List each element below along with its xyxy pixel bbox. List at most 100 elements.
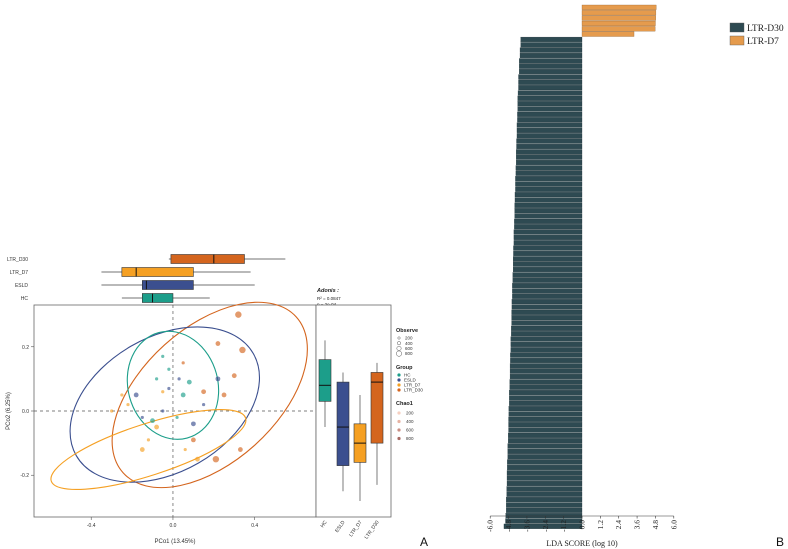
scatter-point: [215, 341, 221, 346]
legend-group-label: HC: [404, 373, 411, 378]
adonis-p: p = 2e-04: [317, 302, 337, 307]
scatter-point: [221, 392, 227, 398]
lda-bar-ltr-d30: [514, 192, 583, 198]
lda-bar-ltr-d30: [514, 208, 583, 214]
lda-bar-ltr-d30: [507, 443, 583, 449]
box-ltr-d7: [121, 267, 194, 277]
lda-bar-ltr-d30: [516, 154, 583, 160]
pcoa-side-boxplot: HC ESLD LTR_D7 LTR_D30: [318, 340, 384, 540]
lda-bar-ltr-d30: [505, 513, 583, 519]
scatter-point: [154, 424, 160, 430]
lda-x-tick-label: 6.0: [669, 520, 678, 530]
legend-group-symbol: [397, 383, 401, 387]
legend-chao1-symbol: [397, 428, 401, 432]
legend-observe-label: 200: [405, 336, 413, 341]
lda-bar-ltr-d30: [509, 395, 583, 401]
lda-bar-ltr-d30: [506, 486, 583, 492]
box-group-label: ESLD: [15, 283, 28, 289]
lda-bar-ltr-d30: [509, 379, 583, 385]
x-tick-label: 0.4: [251, 523, 258, 529]
lda-bar-ltr-d30: [507, 464, 583, 471]
lda-bar-ltr-d30: [512, 293, 583, 299]
lda-bar-ltr-d30: [512, 288, 583, 294]
lda-bar-ltr-d30: [515, 186, 583, 192]
lda-bar-ltr-d30: [505, 518, 583, 524]
scatter-point: [140, 415, 144, 420]
legend-observe-symbol: [396, 345, 402, 351]
lda-bar-ltr-d30: [512, 272, 583, 278]
lda-x-tick-label: -6.0: [486, 520, 495, 532]
lda-bar-ltr-d30: [511, 331, 583, 337]
legend-chao1-title: Chao1: [396, 401, 413, 407]
scatter-point: [186, 379, 192, 385]
scatter-point: [215, 376, 221, 382]
scatter-point: [212, 455, 220, 463]
lda-bar-ltr-d30: [507, 454, 583, 460]
lda-bar-ltr-d30: [509, 368, 583, 374]
scatter-point: [202, 402, 206, 407]
lda-x-tick-label: 4.8: [651, 520, 660, 530]
lda-bar-ltr-d30: [518, 79, 583, 85]
lda-bar-ltr-d30: [514, 197, 583, 203]
scatter-point: [146, 438, 151, 442]
x-axis-label: PCo1 (13.45%): [154, 539, 195, 545]
confidence-ellipse-ltr-d30: [111, 301, 308, 489]
lda-bar-ltr-d30: [517, 117, 583, 123]
lda-bar-ltr-d30: [513, 261, 583, 267]
scatter-point: [177, 377, 181, 381]
y-tick-label: 0.2: [22, 345, 29, 351]
legend-observe-label: 400: [405, 341, 413, 346]
scatter-point: [120, 393, 124, 397]
scatter-point: [190, 421, 196, 427]
confidence-ellipse-esld: [69, 326, 261, 483]
confidence-ellipse-hc: [126, 330, 220, 440]
lda-bar-ltr-d30: [508, 438, 583, 444]
adonis-r2: R² = 0.0847: [317, 296, 341, 301]
lda-bar-ltr-d30: [513, 256, 583, 262]
lda-bar-ltr-d30: [519, 47, 583, 53]
scatter-point: [180, 392, 186, 398]
legend-chao1-label: 600: [406, 428, 414, 433]
lda-bar-ltr-d30: [510, 352, 583, 358]
scatter-point: [161, 354, 165, 358]
adonis-title: Adonis :: [316, 288, 339, 294]
lda-bar-ltr-d30: [517, 90, 583, 96]
lda-bar-ltr-d30: [511, 315, 583, 321]
scatter-point: [155, 377, 159, 381]
scatter-point: [195, 456, 200, 462]
lda-bar-ltr-d7: [581, 26, 656, 32]
lda-bar-ltr-d30: [509, 363, 583, 369]
lda-bar-ltr-d30: [513, 245, 583, 251]
lda-bar-ltr-d30: [516, 122, 583, 128]
lda-bar-ltr-d30: [519, 63, 583, 69]
box-hc: [318, 359, 332, 402]
legend-group-symbol: [397, 388, 401, 392]
lda-bar-ltr-d7: [581, 10, 657, 16]
lda-bar-ltr-d30: [511, 325, 583, 331]
legend-observe-symbol: [397, 341, 401, 346]
lda-bar-ltr-d30: [508, 427, 583, 433]
scatter-point: [231, 373, 237, 379]
lda-bar-ltr-d30: [517, 95, 583, 101]
scatter-point: [175, 415, 179, 420]
lda-legend-label: LTR-D30: [747, 24, 784, 34]
lda-legend-swatch: [729, 35, 745, 46]
lda-bar-ltr-d30: [514, 224, 583, 230]
lda-bar-chart: -6.0 -4.8 -3.6 -2.4 -1.2 0.0 1.2 2.4 3.6 4.8 6.0 LD…: [486, 4, 678, 548]
lda-bar-ltr-d30: [514, 213, 583, 219]
scatter-point: [235, 311, 242, 318]
confidence-ellipse-ltr-d7: [50, 409, 247, 491]
lda-legend: LTR-D30 LTR-D7: [729, 22, 784, 47]
lda-bar-ltr-d30: [506, 491, 583, 497]
lda-bar-ltr-d30: [513, 229, 583, 235]
legend-chao1-label: 800: [406, 436, 414, 441]
pcoa-scatter: -0.4 0.0 0.4 -0.2 0.0 0.2 PCo1 (13.45%) PCo2 (6…: [6, 301, 316, 545]
lda-bar-ltr-d30: [506, 475, 583, 481]
lda-bar-ltr-d7: [581, 20, 656, 26]
scatter-point: [237, 447, 243, 452]
box-group-label: LTR_D30: [7, 257, 28, 263]
legend-chao1-symbol: [397, 419, 401, 424]
legend-group-label: LTR_D7: [404, 383, 421, 388]
lda-x-tick-label: 0.0: [578, 520, 587, 530]
